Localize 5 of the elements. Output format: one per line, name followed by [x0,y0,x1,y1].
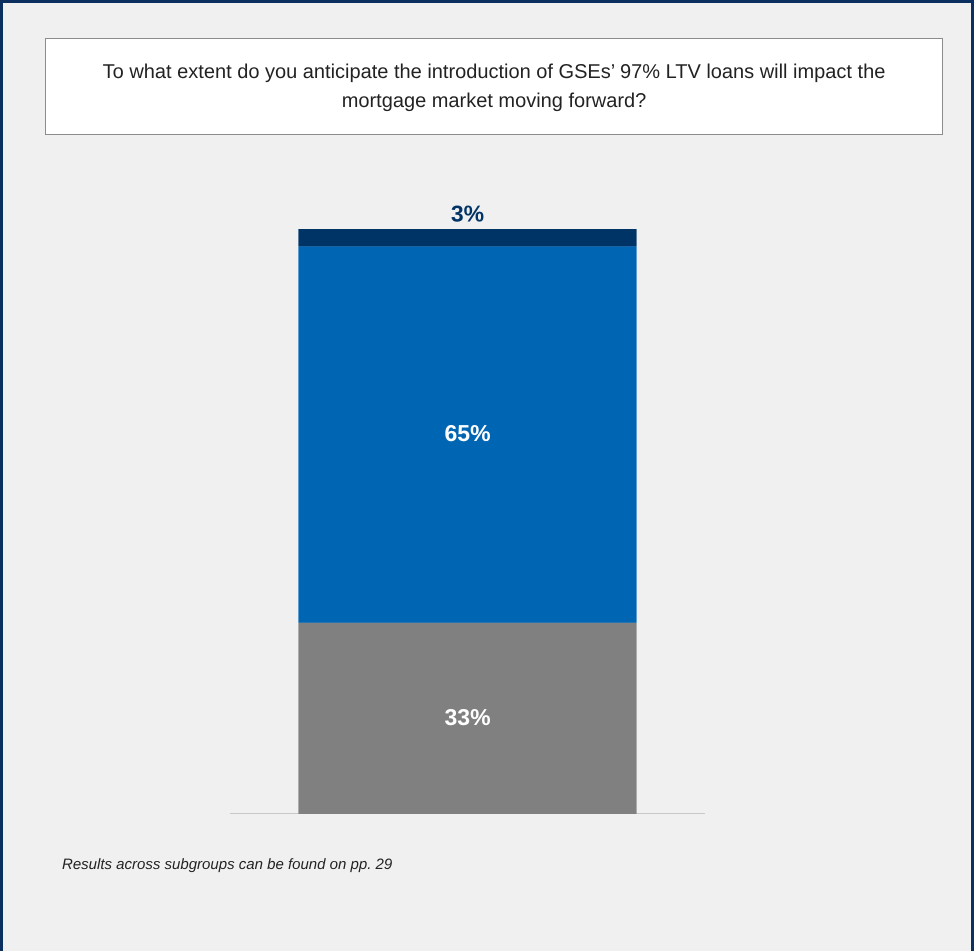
data-label: 33% [444,704,491,730]
text: Results across subgroups can be found on pp. 29 [62,856,392,873]
data-label: 65% [444,420,491,446]
chart-title: To what extent do you anticipate the introduction of GSEs’ 97% LTV loans will impact the mortgage market moving forward? [45,38,943,135]
data-label: 3% [450,200,484,226]
